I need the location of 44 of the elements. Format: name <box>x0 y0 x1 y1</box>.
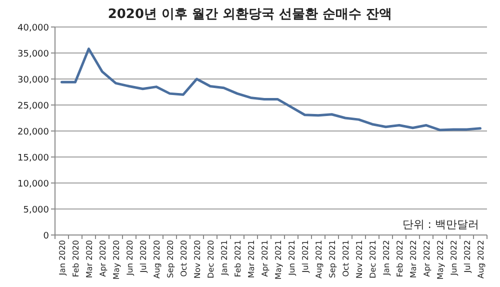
annotation: 단위 : 백만달러 <box>402 218 479 231</box>
x-tick-label: Feb 2021 <box>233 240 242 278</box>
x-tick-label: Feb 2022 <box>395 240 404 278</box>
y-tick-label: 20,000 <box>18 128 50 138</box>
x-tick-label: Jan 2020 <box>58 240 67 276</box>
x-tick-label: Jun 2021 <box>287 240 296 276</box>
x-tick-label: Jan 2021 <box>220 240 229 276</box>
chart-title: 2020년 이후 월간 외환당국 선물환 순매수 잔액 <box>108 7 392 22</box>
x-tick-label: Jul 2020 <box>138 240 148 274</box>
x-tick-label: May 2022 <box>436 240 445 280</box>
y-tick-label: 35,000 <box>18 50 50 60</box>
y-tick-label: 30,000 <box>18 76 50 86</box>
x-tick-label: Sep 2020 <box>166 240 175 278</box>
y-tick-label: 25,000 <box>18 102 50 112</box>
x-tick-label: Aug 2022 <box>476 240 486 279</box>
x-tick-label: Mar 2020 <box>84 240 94 278</box>
x-tick-label: Sep 2021 <box>328 240 337 278</box>
x-tick-label: Dec 2020 <box>206 240 216 278</box>
x-tick-label: Jan 2022 <box>382 240 391 276</box>
x-tick-label: Apr 2021 <box>260 240 270 277</box>
x-tick-label: Nov 2020 <box>192 240 202 279</box>
x-tick-label: Jun 2022 <box>449 240 458 276</box>
y-tick-label: 10,000 <box>18 180 50 190</box>
y-tick-label: 5,000 <box>23 206 50 216</box>
x-tick-label: Nov 2021 <box>354 240 364 279</box>
x-tick-label: Jul 2022 <box>462 240 472 274</box>
line-series <box>60 48 482 132</box>
x-tick-label: Apr 2020 <box>98 240 108 277</box>
x-tick-label: May 2020 <box>112 240 121 280</box>
x-tick-label: Mar 2022 <box>408 240 418 278</box>
x-tick-label: Mar 2021 <box>246 240 256 278</box>
x-tick-label: Jul 2021 <box>300 240 310 274</box>
x-tick-label: Apr 2022 <box>422 240 432 277</box>
x-tick-label: Oct 2020 <box>179 240 188 277</box>
y-tick-label: 15,000 <box>18 154 50 164</box>
x-tick-label: Feb 2020 <box>71 240 80 278</box>
y-tick-label: 0 <box>43 232 50 242</box>
x-tick-label: Dec 2021 <box>368 240 378 278</box>
x-tick-label: Oct 2021 <box>341 240 350 277</box>
x-tick-label: Aug 2020 <box>152 240 162 279</box>
x-tick-label: Aug 2021 <box>314 240 324 279</box>
y-tick-label: 40,000 <box>18 24 50 34</box>
x-tick-label: Jun 2020 <box>125 240 134 276</box>
x-tick-label: May 2021 <box>274 240 283 280</box>
